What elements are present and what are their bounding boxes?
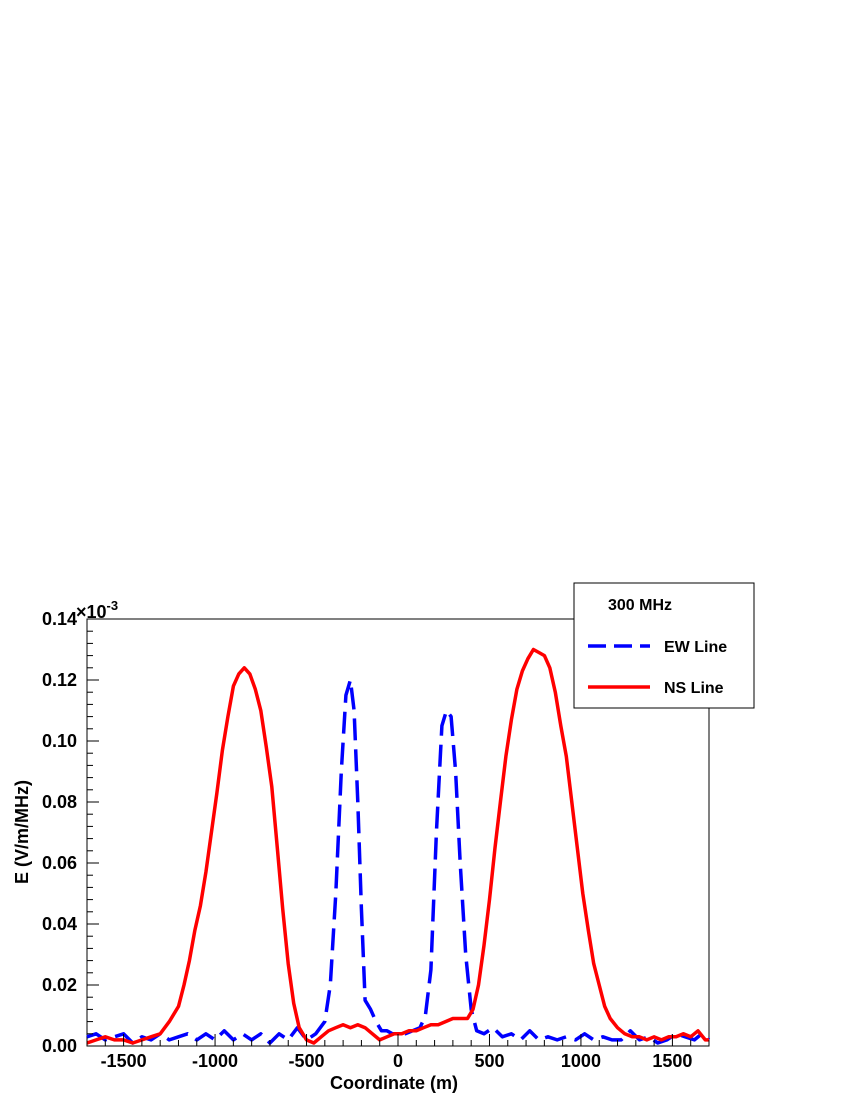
- legend-label-ew: EW Line: [664, 639, 727, 656]
- x-tick-label: 1000: [561, 1051, 601, 1071]
- x-tick-label: -500: [289, 1051, 325, 1071]
- y-tick-label: 0.02: [42, 975, 77, 995]
- axes-layer: -1500 -1000 -500 0 500 1000 1500 0.00 0.02 0.04 0.…: [42, 609, 710, 1071]
- legend-header: 300 MHz: [608, 597, 672, 614]
- x-tick-label: 500: [474, 1051, 504, 1071]
- series-line-ns-line: [86, 647, 709, 1045]
- legend-label-ns: NS Line: [664, 680, 724, 697]
- y-tick-label: 0.10: [42, 731, 77, 751]
- y-tick-label: 0.12: [42, 670, 77, 690]
- x-tick-label: 0: [393, 1051, 403, 1071]
- x-tick-label: -1500: [101, 1051, 147, 1071]
- y-exponent-label: ×10-3: [76, 598, 118, 622]
- x-tick-label: -1000: [192, 1051, 238, 1071]
- y-tick-label: 0.14: [42, 609, 77, 629]
- x-axis-title: Coordinate (m): [330, 1073, 458, 1093]
- y-tick-label: 0.04: [42, 914, 77, 934]
- x-tick-label: 1500: [652, 1051, 692, 1071]
- y-tick-label: 0.06: [42, 853, 77, 873]
- series-layer: [86, 647, 711, 1045]
- y-tick-label: 0.08: [42, 792, 77, 812]
- y-tick-label: 0.00: [42, 1036, 77, 1056]
- legend: 300 MHz EW Line NS Line: [573, 582, 755, 709]
- y-axis-title: E (V/m/MHz): [12, 780, 32, 884]
